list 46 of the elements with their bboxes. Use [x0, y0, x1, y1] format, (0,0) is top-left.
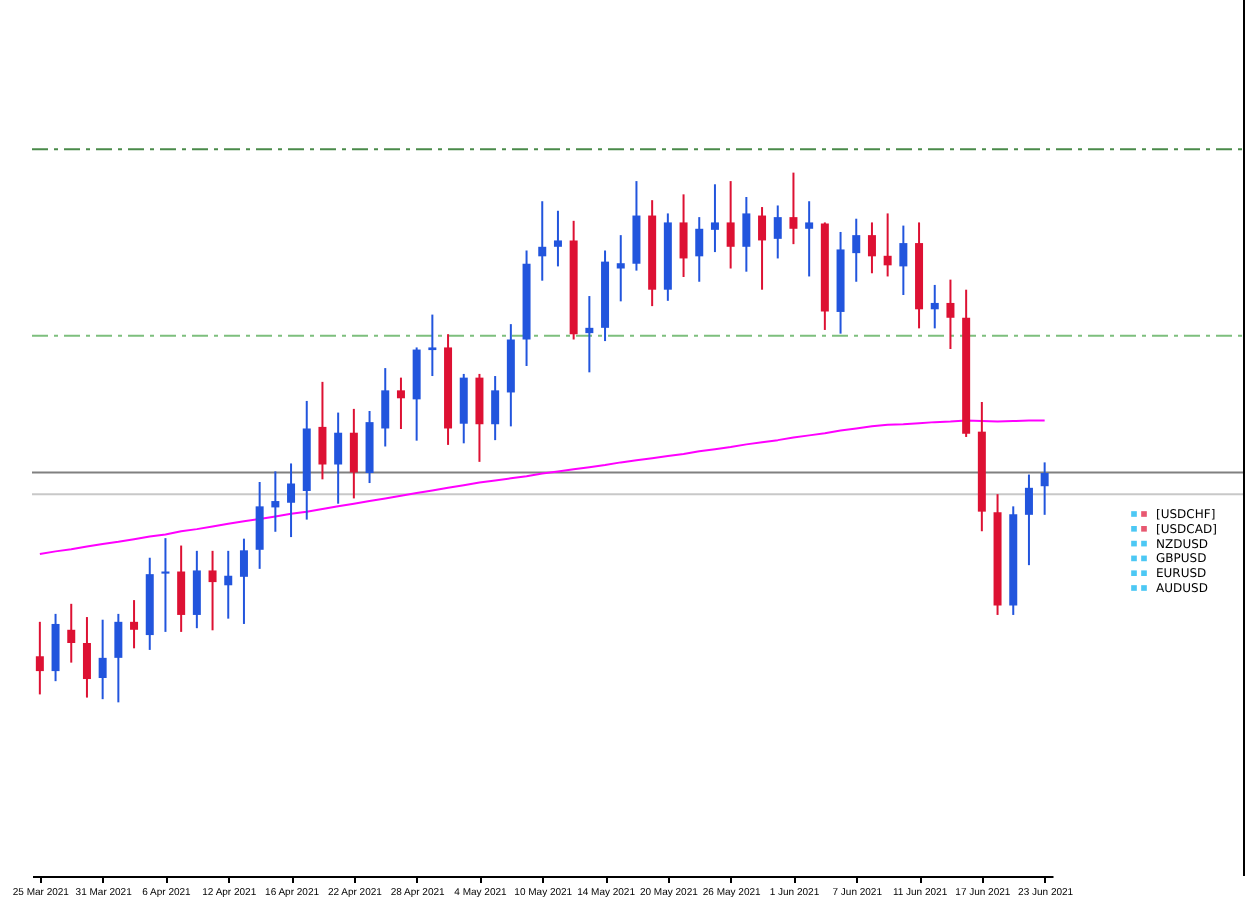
candlestick	[349, 407, 358, 500]
candlestick	[616, 234, 625, 303]
candlestick	[459, 372, 468, 445]
candlestick	[381, 367, 390, 448]
candlestick	[695, 216, 704, 283]
candlestick	[1024, 473, 1033, 567]
candlestick	[35, 620, 44, 696]
candlestick	[255, 480, 264, 570]
candlestick	[1040, 461, 1049, 516]
candlestick	[538, 200, 547, 282]
candlestick	[334, 411, 343, 505]
candlestick	[585, 295, 594, 374]
candlestick	[396, 376, 405, 431]
candlestick	[679, 193, 688, 278]
candlestick	[51, 612, 60, 683]
candlestick	[177, 544, 186, 633]
candlestick	[553, 209, 562, 268]
candlestick	[114, 612, 123, 704]
candlestick	[318, 380, 327, 481]
candlestick	[773, 204, 782, 260]
candlestick	[789, 171, 798, 246]
candlestick	[239, 537, 248, 625]
candlestick	[224, 549, 233, 620]
candlestick	[98, 618, 107, 701]
candlestick	[867, 221, 876, 275]
candlestick	[883, 212, 892, 278]
candlestick	[930, 283, 939, 330]
candlestick	[946, 278, 955, 351]
candlestick	[287, 462, 296, 539]
candlestick	[805, 200, 814, 278]
candlestick	[742, 195, 751, 273]
candlestick	[758, 206, 767, 291]
candlestick	[271, 470, 280, 533]
candlestick	[852, 217, 861, 283]
candlestick	[161, 537, 170, 633]
candlestick	[67, 602, 76, 664]
candlestick	[726, 180, 735, 270]
candlestick	[491, 375, 500, 442]
candlestick	[899, 224, 908, 296]
candlestick	[208, 549, 217, 632]
candlestick	[428, 313, 437, 378]
candlestick	[82, 616, 91, 699]
candlestick	[130, 599, 139, 650]
candlestick	[192, 549, 201, 630]
candlestick	[475, 372, 484, 463]
candlestick	[710, 183, 719, 254]
